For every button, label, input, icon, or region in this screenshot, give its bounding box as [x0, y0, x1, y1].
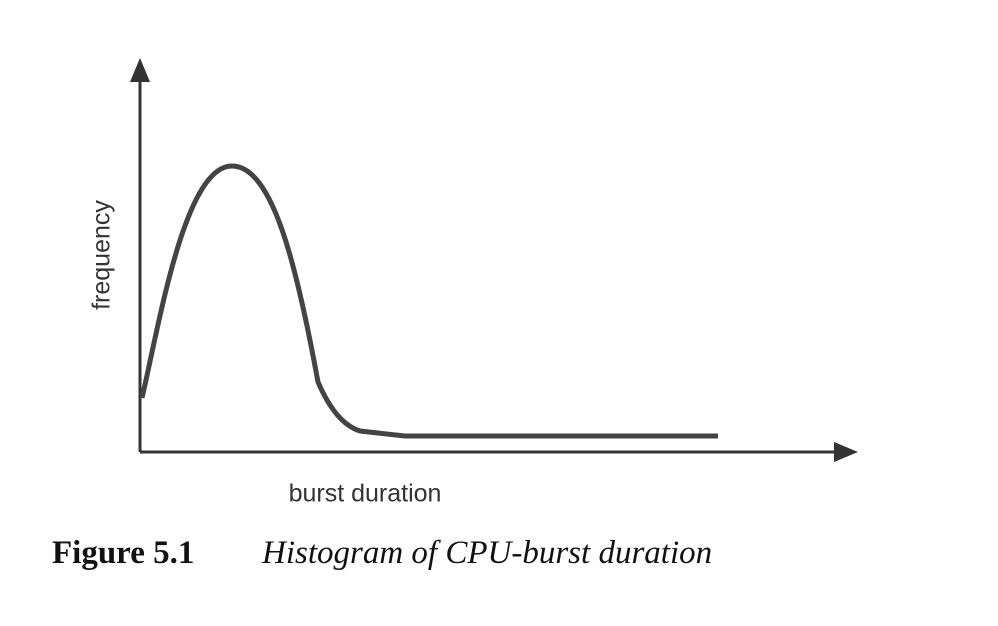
- caption-label: Figure 5.1: [52, 535, 194, 571]
- y-arrow: [130, 58, 150, 82]
- y-axis-label: frequency: [88, 200, 116, 310]
- x-arrow: [834, 442, 858, 462]
- distribution-curve: [139, 163, 718, 439]
- x-axis-label: burst duration: [289, 480, 442, 508]
- caption-text: Histogram of CPU-burst duration: [261, 535, 712, 571]
